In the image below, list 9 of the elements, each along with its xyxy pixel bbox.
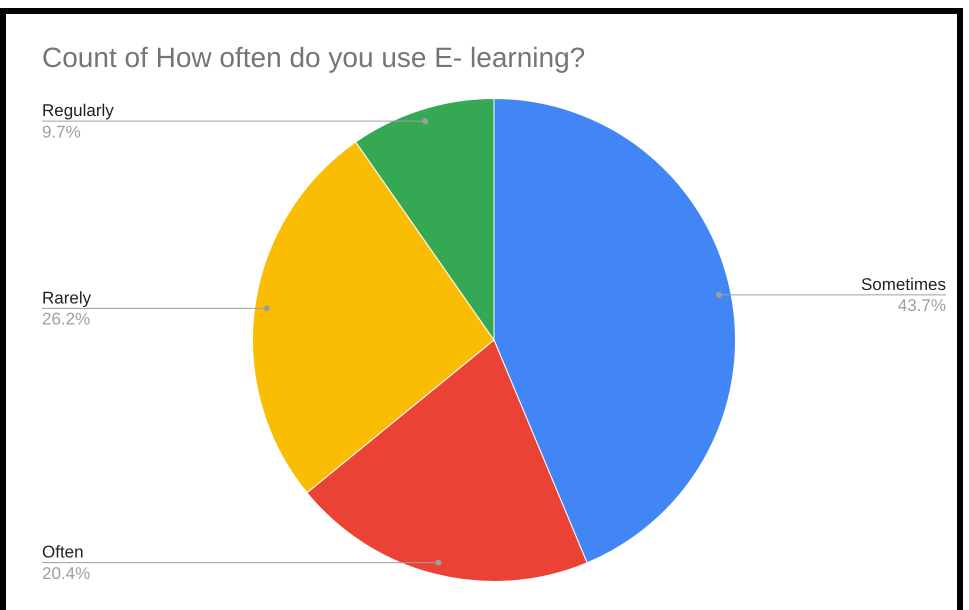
data-label: 9.7%: [42, 122, 81, 142]
slice-label: Rarely: [42, 288, 92, 308]
data-label: 26.2%: [42, 310, 90, 329]
slice-label: Regularly: [42, 101, 114, 120]
chart-title: Count of How often do you use E- learning?: [42, 42, 586, 74]
data-label: 43.7%: [898, 296, 946, 316]
slice-label: Often: [42, 542, 84, 562]
slice-label: Sometimes: [860, 274, 946, 294]
data-label: 20.4%: [42, 564, 90, 583]
